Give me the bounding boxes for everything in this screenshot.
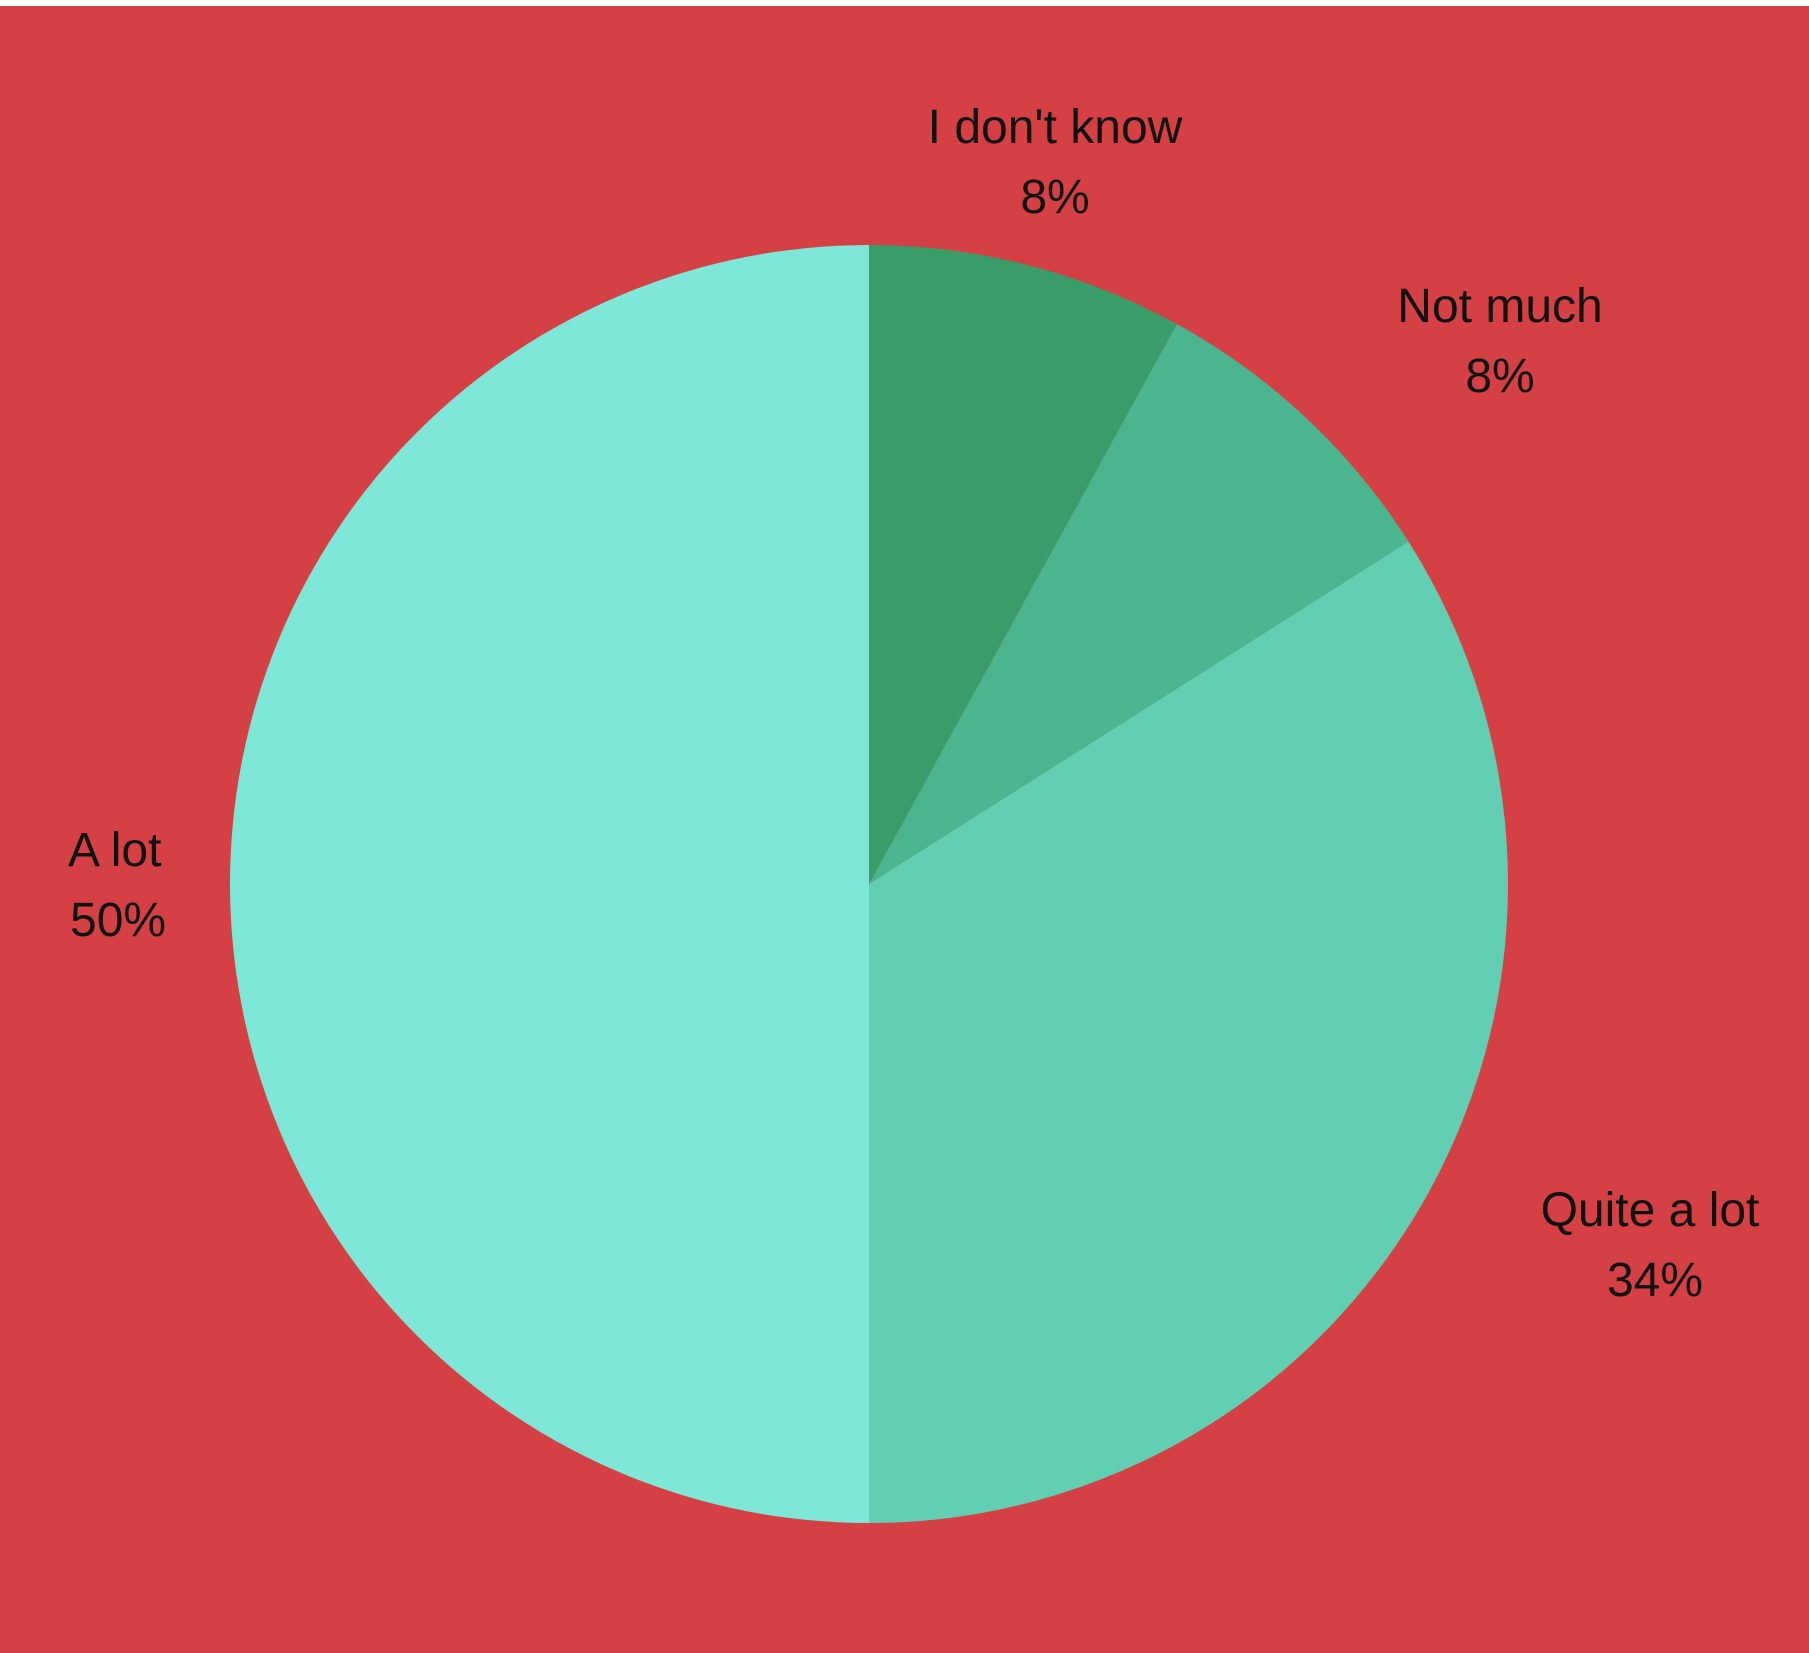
- slice-label-a-lot: A lot: [68, 824, 161, 877]
- slice-value-i-dont-know: 8%: [1020, 171, 1089, 224]
- pie-slice-not-much: [869, 324, 1409, 884]
- slice-value-not-much: 8%: [1465, 350, 1534, 403]
- slice-value-a-lot: 50%: [70, 894, 166, 947]
- pie-slice-i-don-t-know: [869, 245, 1177, 884]
- slice-label-not-much: Not much: [1397, 280, 1602, 333]
- slice-value-quite-a-lot: 34%: [1607, 1254, 1703, 1307]
- slice-label-quite-a-lot: Quite a lot: [1541, 1184, 1760, 1237]
- slice-label-i-dont-know: I don't know: [928, 101, 1183, 154]
- pie-slice-quite-a-lot: [869, 541, 1509, 1523]
- pie-slices: [230, 245, 1509, 1523]
- slice-labels: I don't know 8% Not much 8% Quite a lot …: [68, 101, 1759, 1307]
- pie-slice-a-lot: [230, 245, 869, 1523]
